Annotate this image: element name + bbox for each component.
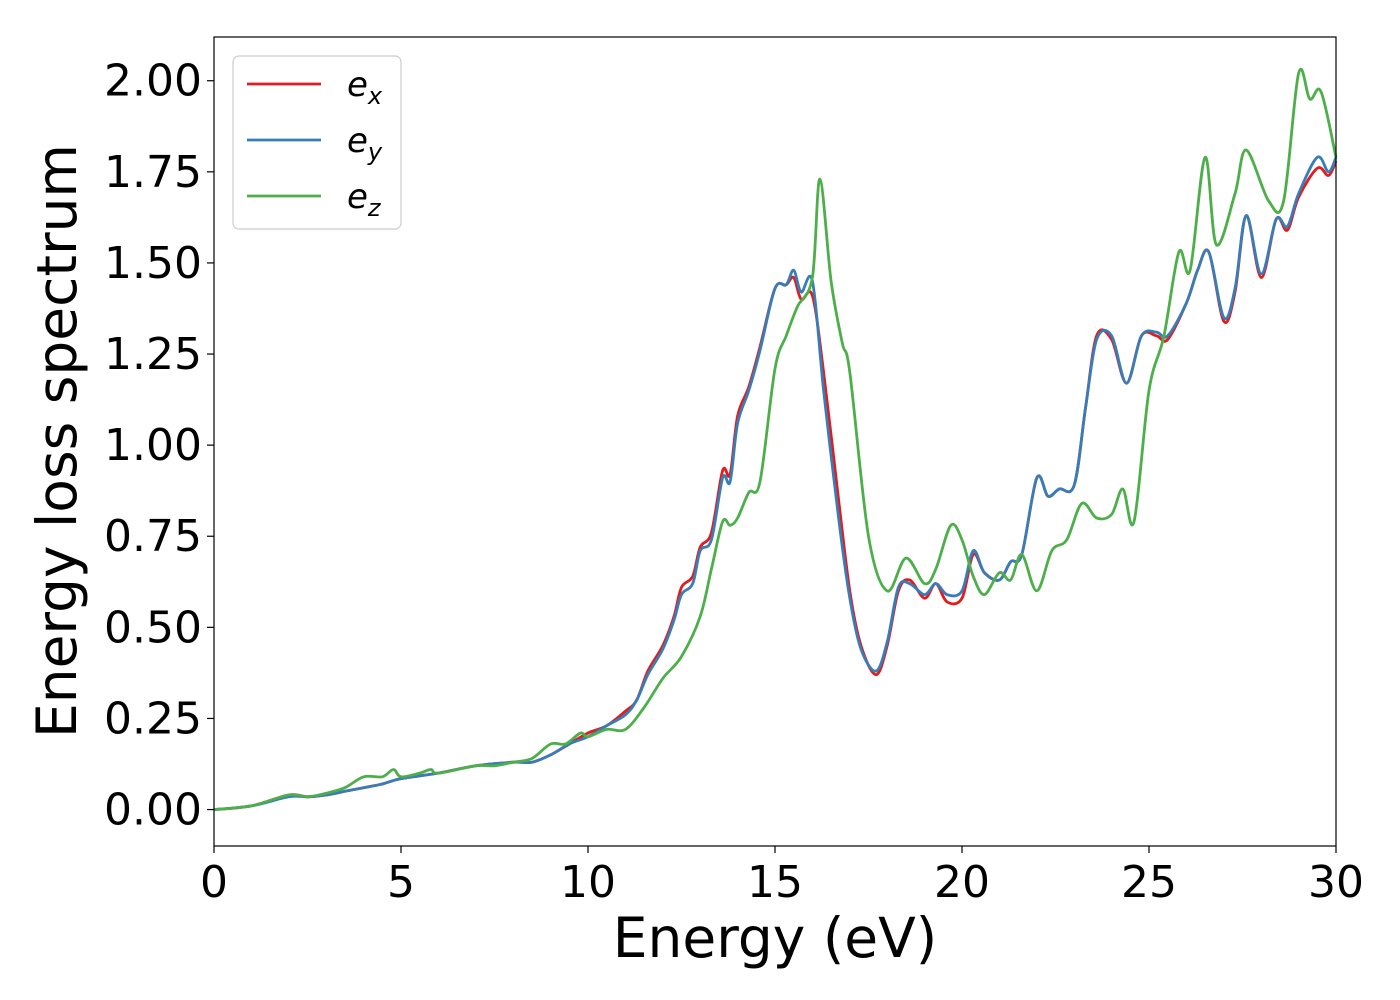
x-tick-label: 15 (747, 857, 803, 908)
y-tick-label: 1.00 (104, 420, 202, 471)
legend-box (232, 55, 402, 230)
y-tick-label: 1.50 (104, 238, 202, 289)
x-tick-label: 25 (1121, 857, 1177, 908)
series-line-ex (213, 160, 1338, 811)
plot-frame (213, 36, 1337, 847)
series-line-ez (213, 68, 1338, 811)
legend-label-ey: ey (347, 121, 383, 166)
y-tick-label: 0.25 (104, 693, 202, 744)
y-tick-label: 0.50 (104, 602, 202, 653)
series-line-ey (213, 155, 1338, 811)
y-tick-label: 2.00 (104, 56, 202, 107)
legend-label-ex: ex (347, 65, 383, 110)
y-tick-label: 0.00 (104, 785, 202, 836)
y-axis-title: Energy loss spectrum (25, 144, 89, 738)
x-tick-label: 20 (934, 857, 990, 908)
x-tick-label: 5 (387, 857, 415, 908)
x-tick-label: 30 (1308, 857, 1364, 908)
y-tick-label: 1.75 (104, 147, 202, 198)
ticks-layer: 0 5 10 15 20 25 30 0.00 0.25 0.50 0.75 1.00 1.25 1.50… (104, 56, 1364, 908)
legend: ex ey ez (232, 55, 402, 230)
legend-label-ez: ez (347, 177, 382, 222)
y-tick-label: 0.75 (104, 511, 202, 562)
series-layer (213, 68, 1338, 811)
x-axis-title: Energy (eV) (613, 906, 937, 970)
x-tick-label: 10 (560, 857, 616, 908)
y-tick-label: 1.25 (104, 329, 202, 380)
x-tick-label: 0 (200, 857, 228, 908)
